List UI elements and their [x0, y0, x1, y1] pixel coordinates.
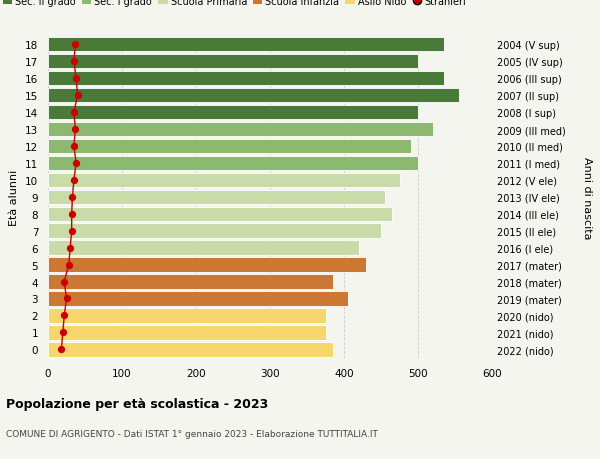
Point — [67, 211, 76, 218]
Bar — [48, 207, 392, 222]
Bar — [48, 55, 418, 69]
Y-axis label: Anni di nascita: Anni di nascita — [582, 156, 592, 239]
Bar — [48, 72, 444, 86]
Text: COMUNE DI AGRIGENTO - Dati ISTAT 1° gennaio 2023 - Elaborazione TUTTITALIA.IT: COMUNE DI AGRIGENTO - Dati ISTAT 1° genn… — [6, 429, 378, 438]
Point — [71, 160, 81, 167]
Point — [71, 75, 81, 83]
Point — [65, 245, 75, 252]
Bar — [48, 38, 444, 52]
Point — [69, 109, 79, 117]
Point — [56, 346, 66, 353]
Bar — [48, 106, 418, 120]
Bar — [48, 123, 433, 137]
Bar — [48, 157, 418, 171]
Bar — [48, 89, 459, 103]
Bar — [48, 275, 333, 289]
Point — [62, 295, 71, 302]
Bar — [48, 308, 325, 323]
Bar — [48, 224, 381, 238]
Y-axis label: Età alunni: Età alunni — [10, 169, 19, 225]
Bar — [48, 342, 333, 357]
Point — [73, 92, 82, 100]
Point — [68, 194, 77, 201]
Text: Popolazione per età scolastica - 2023: Popolazione per età scolastica - 2023 — [6, 397, 268, 410]
Point — [69, 177, 79, 184]
Point — [67, 228, 76, 235]
Point — [58, 329, 68, 336]
Legend: Sec. II grado, Sec. I grado, Scuola Primaria, Scuola Infanzia, Asilo Nido, Stran: Sec. II grado, Sec. I grado, Scuola Prim… — [2, 0, 466, 6]
Bar — [48, 241, 359, 255]
Bar — [48, 325, 325, 340]
Point — [59, 278, 69, 285]
Bar — [48, 190, 385, 205]
Point — [71, 41, 80, 49]
Point — [69, 58, 79, 66]
Bar — [48, 173, 400, 188]
Bar — [48, 258, 366, 272]
Point — [64, 261, 74, 269]
Bar — [48, 140, 410, 154]
Point — [69, 143, 79, 150]
Point — [71, 126, 80, 134]
Bar — [48, 291, 348, 306]
Point — [59, 312, 69, 319]
